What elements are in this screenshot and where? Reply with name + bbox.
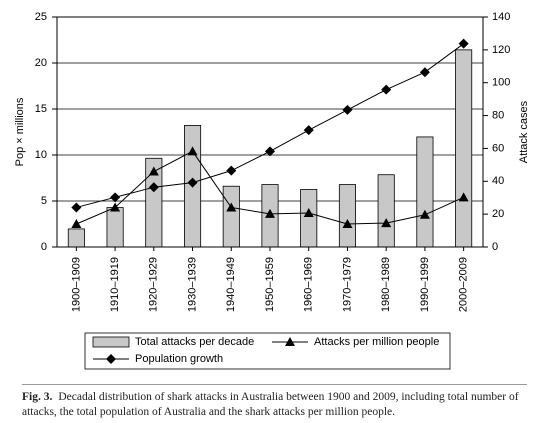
caption: Fig. 3. Decadal distribution of shark att… <box>22 390 527 420</box>
bar <box>106 207 124 248</box>
legend-swatch <box>92 336 130 348</box>
data-point <box>303 207 314 217</box>
x-tick-label: 2000–2009 <box>458 257 470 312</box>
data-point <box>148 166 159 176</box>
x-tick-label: 1930–1939 <box>186 257 198 312</box>
x-tick-label: 1960–1969 <box>303 257 315 312</box>
y-tick-label: 25 <box>35 11 47 23</box>
chart: Pop × millions Attack cases 0 5 10 15 20 25 0 2… <box>14 11 530 370</box>
data-point <box>71 202 82 213</box>
y-axis-title: Pop × millions <box>14 97 26 166</box>
data-point <box>458 192 469 202</box>
x-tick-label: 1980–1989 <box>380 257 392 312</box>
x-tick-label: 1910–1919 <box>109 257 121 312</box>
x-tick-label: 1970–1979 <box>341 257 353 312</box>
y2-tick-label: 20 <box>492 208 504 220</box>
data-point <box>110 202 121 212</box>
series-line <box>76 43 464 208</box>
y2-tick-label: 40 <box>492 175 504 187</box>
y-tick-label: 0 <box>41 241 47 253</box>
legend-label: Attacks per million people <box>314 336 439 348</box>
y2-tick-label: 80 <box>492 109 504 121</box>
legend-label: Population growth <box>135 353 223 365</box>
bar <box>300 189 318 248</box>
legend-label: Total attacks per decade <box>135 336 254 348</box>
bar <box>67 228 85 248</box>
y2-tick-label: 120 <box>492 44 510 56</box>
data-point <box>187 177 198 188</box>
x-tick-label: 1940–1949 <box>225 257 237 312</box>
caption-rule <box>22 384 527 385</box>
y2-tick-label: 60 <box>492 142 504 154</box>
legend-marker <box>285 337 295 346</box>
data-point <box>342 219 353 228</box>
x-tick-label: 1920–1929 <box>148 257 160 312</box>
bar <box>338 184 356 248</box>
bar <box>377 174 395 248</box>
legend-box <box>84 332 451 370</box>
data-point <box>71 219 82 228</box>
y-tick-label: 5 <box>41 195 47 207</box>
x-tick-label: 1990–1999 <box>419 257 431 312</box>
data-point <box>342 104 353 115</box>
data-point <box>381 84 392 95</box>
y-tick-label: 20 <box>35 57 47 69</box>
legend-marker <box>106 354 116 364</box>
caption-text: Decadal distribution of shark attacks in… <box>22 391 519 418</box>
data-point <box>110 192 121 203</box>
y2-tick-label: 0 <box>492 241 498 253</box>
y2-tick-label: 140 <box>492 11 510 23</box>
caption-label: Fig. 3. <box>22 391 53 403</box>
data-point <box>419 67 430 78</box>
x-tick-label: 1900–1909 <box>70 257 82 312</box>
data-point <box>265 146 275 157</box>
data-point <box>187 146 198 156</box>
data-point <box>303 125 314 136</box>
y2-axis-title: Attack cases <box>518 100 530 163</box>
data-point <box>265 208 275 218</box>
data-point <box>226 202 237 212</box>
y-tick-label: 15 <box>35 103 47 115</box>
y2-tick-label: 100 <box>492 77 510 89</box>
bar <box>455 49 473 248</box>
data-point <box>226 165 237 176</box>
bar <box>222 185 240 248</box>
data-point <box>419 209 430 219</box>
x-tick-label: 1950–1959 <box>264 257 276 312</box>
y-tick-label: 10 <box>35 149 47 161</box>
data-point <box>381 218 392 228</box>
bar <box>416 136 434 248</box>
data-point <box>148 182 159 193</box>
data-point <box>458 38 469 49</box>
